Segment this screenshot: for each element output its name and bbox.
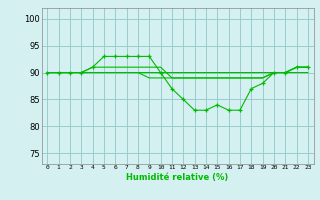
X-axis label: Humidité relative (%): Humidité relative (%) (126, 173, 229, 182)
